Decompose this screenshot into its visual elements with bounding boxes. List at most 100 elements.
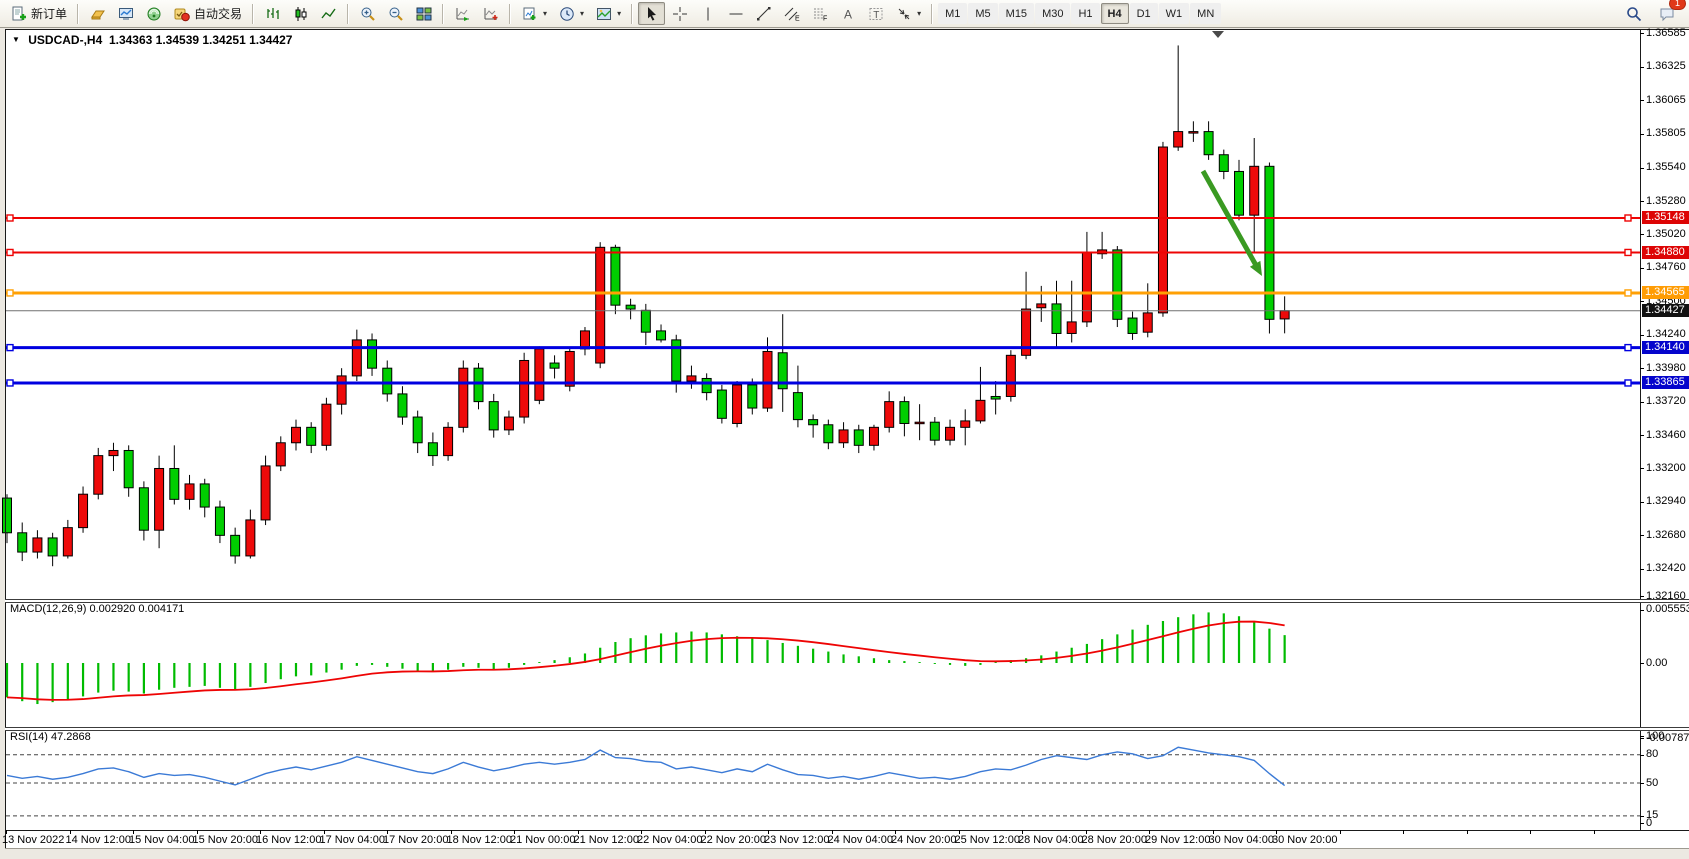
arrows-dropdown[interactable]: ▾ — [890, 2, 926, 25]
periods-clock-dropdown[interactable]: ▾ — [553, 2, 589, 25]
timeframe-m5[interactable]: M5 — [968, 3, 998, 24]
bull-candle — [1173, 131, 1184, 148]
collapse-arrow-icon[interactable]: ▼ — [12, 35, 20, 44]
tile-windows-button[interactable] — [410, 2, 437, 25]
trendline-button[interactable] — [750, 2, 777, 25]
bull-candle — [838, 429, 849, 444]
vertical-line-button[interactable] — [694, 2, 721, 25]
line-handle[interactable] — [1624, 248, 1632, 257]
line-handle[interactable] — [6, 379, 14, 387]
price-badge-1.33865[interactable]: 1.33865 — [1642, 376, 1689, 389]
timeframe-d1[interactable]: D1 — [1129, 3, 1158, 24]
price-tick-label: 1.33720 — [1646, 395, 1686, 407]
price-tick-label: 1.36585 — [1646, 27, 1686, 39]
text-label-button[interactable]: T — [862, 2, 889, 25]
line-handle[interactable] — [1624, 379, 1632, 387]
price-tick-label: 1.32940 — [1646, 495, 1686, 507]
rsi-axis-tick — [1640, 816, 1644, 817]
fibonacci-button[interactable]: F — [806, 2, 833, 25]
bull-candle — [1279, 310, 1290, 320]
signal-globe-icon — [145, 5, 162, 22]
chat-bubble-icon — [1658, 5, 1675, 22]
main-chart-pane[interactable] — [6, 30, 1689, 599]
macd-pane[interactable] — [6, 601, 1689, 727]
zoom-in-button[interactable] — [354, 2, 381, 25]
time-label: 15 Nov 20:00 — [192, 834, 258, 846]
horizontal-line-button[interactable] — [722, 2, 749, 25]
timeframe-mn[interactable]: MN — [1190, 3, 1222, 24]
rsi-pane-divider[interactable] — [5, 727, 1689, 731]
time-label: 15 Nov 04:00 — [129, 834, 195, 846]
price-tick — [1640, 468, 1644, 469]
auto-scroll-button[interactable] — [449, 2, 476, 25]
price-badge-1.34427[interactable]: 1.34427 — [1642, 304, 1689, 317]
new-order-button[interactable]: 新订单 — [5, 2, 72, 25]
price-tick — [1640, 435, 1644, 436]
time-tick — [1466, 830, 1468, 834]
cursor-button[interactable] — [638, 2, 666, 25]
bull-candle — [503, 416, 514, 431]
text-letter: A — [844, 7, 852, 21]
template-picture-icon — [595, 5, 612, 22]
price-badge-1.35148[interactable]: 1.35148 — [1642, 211, 1689, 224]
timeframe-m15[interactable]: M15 — [998, 3, 1035, 24]
chevron-down-icon: ▾ — [543, 9, 548, 18]
price-badge-1.3414[interactable]: 1.34140 — [1642, 341, 1689, 354]
zoom-out-button[interactable] — [382, 2, 409, 25]
macd-pane-divider[interactable] — [5, 599, 1689, 603]
search-button[interactable] — [1620, 2, 1647, 25]
time-label: 25 Nov 12:00 — [954, 834, 1020, 846]
signals-button[interactable] — [140, 2, 167, 25]
trend-arrow[interactable] — [1200, 169, 1260, 269]
autotrading-button[interactable]: 自动交易 — [168, 2, 247, 25]
rsi-axis-tick — [1640, 783, 1644, 784]
bear-candle — [792, 392, 803, 421]
fibonacci-icon: F — [811, 5, 828, 22]
market-watch-button[interactable] — [84, 2, 111, 25]
time-axis-strip[interactable] — [6, 831, 1689, 848]
timeframe-m30[interactable]: M30 — [1035, 3, 1071, 24]
bear-candle — [306, 426, 317, 446]
line-handle[interactable] — [1624, 343, 1632, 352]
charts-profile-button[interactable] — [112, 2, 139, 25]
chart-shift-marker[interactable] — [1212, 31, 1224, 38]
new-chart-dropdown[interactable]: ▾ — [516, 2, 552, 25]
templates-dropdown[interactable]: ▾ — [590, 2, 626, 25]
line-handle[interactable] — [6, 343, 14, 352]
line-handle[interactable] — [1624, 289, 1632, 297]
line-handle[interactable] — [6, 214, 14, 222]
chat-button[interactable] — [1653, 2, 1680, 25]
channel-button[interactable]: E — [778, 2, 805, 25]
bear-candle — [214, 506, 225, 536]
trend-arrow-head[interactable] — [1249, 260, 1262, 276]
line-chart-button[interactable] — [315, 2, 342, 25]
line-handle[interactable] — [1624, 214, 1632, 222]
notification-badge[interactable]: 1 — [1669, 0, 1686, 10]
bar-chart-button[interactable] — [259, 2, 286, 25]
price-tick-label: 1.35280 — [1646, 195, 1686, 207]
price-axis-line — [1640, 29, 1641, 831]
chart-shift-button[interactable] — [477, 2, 504, 25]
price-badge-1.34565[interactable]: 1.34565 — [1642, 286, 1689, 299]
line-handle[interactable] — [6, 248, 14, 257]
time-label: 21 Nov 00:00 — [510, 834, 576, 846]
bull-candle — [1142, 312, 1153, 333]
timeframe-h4[interactable]: H4 — [1100, 3, 1129, 24]
candlestick-chart-button[interactable] — [287, 2, 314, 25]
timeframe-h1[interactable]: H1 — [1071, 3, 1100, 24]
line-handle[interactable] — [6, 289, 14, 297]
macd-name: MACD(12,26,9) — [10, 603, 87, 615]
bear-candle — [610, 246, 621, 306]
text-button[interactable]: A — [834, 2, 861, 25]
timeframe-w1[interactable]: W1 — [1158, 3, 1190, 24]
price-badge-1.3488[interactable]: 1.34880 — [1642, 246, 1689, 259]
rsi-pane[interactable] — [6, 729, 1689, 830]
price-tick-label: 1.34760 — [1646, 261, 1686, 273]
crosshair-button[interactable] — [666, 2, 693, 25]
bull-candle — [1005, 354, 1016, 397]
bull-candle — [108, 449, 119, 457]
timeframe-m1[interactable]: M1 — [938, 3, 968, 24]
time-tick — [387, 830, 388, 834]
price-tick — [1640, 569, 1644, 570]
time-tick — [768, 830, 769, 834]
